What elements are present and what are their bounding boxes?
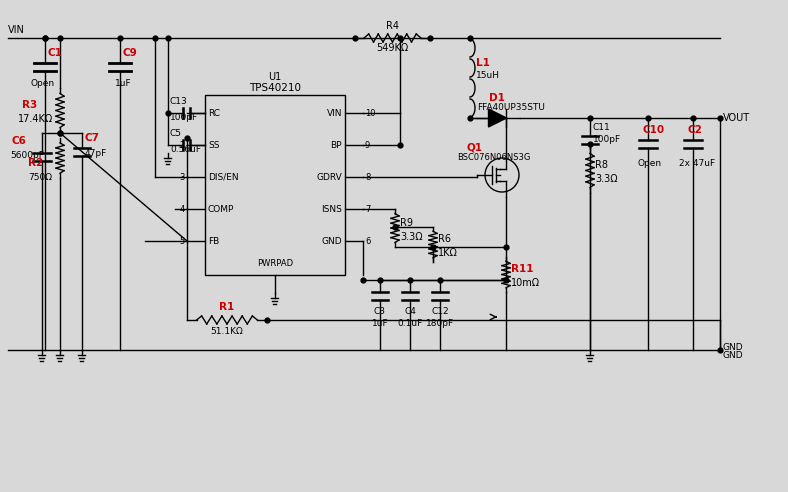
- Bar: [205, 95, 345, 275]
- Text: Open: Open: [31, 79, 55, 88]
- Text: BSC076N06NS3G: BSC076N06NS3G: [457, 153, 530, 161]
- Text: 1uF: 1uF: [372, 318, 388, 328]
- Text: 5: 5: [180, 237, 185, 246]
- Text: 100pF: 100pF: [170, 114, 198, 123]
- Polygon shape: [489, 109, 507, 127]
- Text: 4: 4: [180, 205, 185, 214]
- Text: 8: 8: [365, 173, 370, 182]
- Text: C9: C9: [123, 48, 138, 58]
- Text: BP: BP: [330, 141, 342, 150]
- Text: R2: R2: [28, 158, 43, 168]
- Text: 180pF: 180pF: [426, 318, 454, 328]
- Text: GDRV: GDRV: [316, 173, 342, 182]
- Text: 3: 3: [180, 173, 185, 182]
- Text: 2: 2: [180, 141, 185, 150]
- Text: 10mΩ: 10mΩ: [511, 278, 540, 288]
- Text: FB: FB: [208, 237, 219, 246]
- Text: R6: R6: [438, 235, 451, 245]
- Text: R4: R4: [386, 21, 399, 31]
- Text: TPS40210: TPS40210: [249, 83, 301, 93]
- Text: C7: C7: [85, 133, 100, 143]
- Text: 5600pF: 5600pF: [10, 151, 44, 159]
- Text: Open: Open: [638, 158, 662, 167]
- Text: C13: C13: [170, 96, 188, 105]
- Text: 549KΩ: 549KΩ: [377, 43, 409, 53]
- Text: U1: U1: [269, 72, 281, 82]
- Text: FFA40UP35STU: FFA40UP35STU: [477, 103, 545, 113]
- Text: 0.1uF: 0.1uF: [397, 318, 422, 328]
- Text: C11: C11: [593, 123, 611, 132]
- Text: COMP: COMP: [208, 205, 234, 214]
- Text: R1: R1: [219, 302, 235, 312]
- Text: C10: C10: [643, 125, 665, 135]
- Text: R3: R3: [22, 100, 37, 111]
- Text: 1: 1: [180, 109, 185, 118]
- Text: SS: SS: [208, 141, 220, 150]
- Text: 17.4KΩ: 17.4KΩ: [18, 115, 54, 124]
- Text: 0.56uF: 0.56uF: [170, 146, 201, 154]
- Text: GND: GND: [723, 343, 744, 352]
- Text: C2: C2: [688, 125, 703, 135]
- Text: D1: D1: [489, 93, 505, 103]
- Text: 2x 47uF: 2x 47uF: [679, 158, 716, 167]
- Text: C4: C4: [404, 308, 416, 316]
- Text: 7: 7: [365, 205, 370, 214]
- Text: L1: L1: [476, 58, 490, 68]
- Text: R9: R9: [400, 218, 413, 228]
- Text: 1KΩ: 1KΩ: [438, 248, 458, 258]
- Text: PWRPAD: PWRPAD: [257, 258, 293, 268]
- Text: 51.1KΩ: 51.1KΩ: [210, 328, 243, 337]
- Text: R8: R8: [595, 160, 608, 171]
- Text: R11: R11: [511, 265, 533, 275]
- Text: GND: GND: [723, 350, 744, 360]
- Text: ISNS: ISNS: [322, 205, 342, 214]
- Text: GND: GND: [322, 237, 342, 246]
- Text: VOUT: VOUT: [723, 113, 750, 123]
- Text: C1: C1: [48, 48, 63, 58]
- Text: 750Ω: 750Ω: [28, 173, 52, 182]
- Text: C12: C12: [431, 308, 449, 316]
- Text: 100pF: 100pF: [593, 135, 621, 145]
- Text: C5: C5: [170, 128, 182, 137]
- Text: 1uF: 1uF: [115, 79, 132, 88]
- Text: C3: C3: [374, 308, 386, 316]
- Text: VIN: VIN: [326, 109, 342, 118]
- Text: 9: 9: [365, 141, 370, 150]
- Text: 3.3Ω: 3.3Ω: [400, 232, 422, 242]
- Text: C6: C6: [12, 136, 27, 146]
- Text: 47pF: 47pF: [85, 149, 107, 157]
- Text: VIN: VIN: [8, 25, 25, 35]
- Text: RC: RC: [208, 109, 220, 118]
- Text: 3.3Ω: 3.3Ω: [595, 175, 618, 184]
- Text: 10: 10: [365, 109, 376, 118]
- Text: 15uH: 15uH: [476, 71, 500, 81]
- Text: 6: 6: [365, 237, 370, 246]
- Text: Q1: Q1: [467, 142, 483, 152]
- Text: DIS/EN: DIS/EN: [208, 173, 239, 182]
